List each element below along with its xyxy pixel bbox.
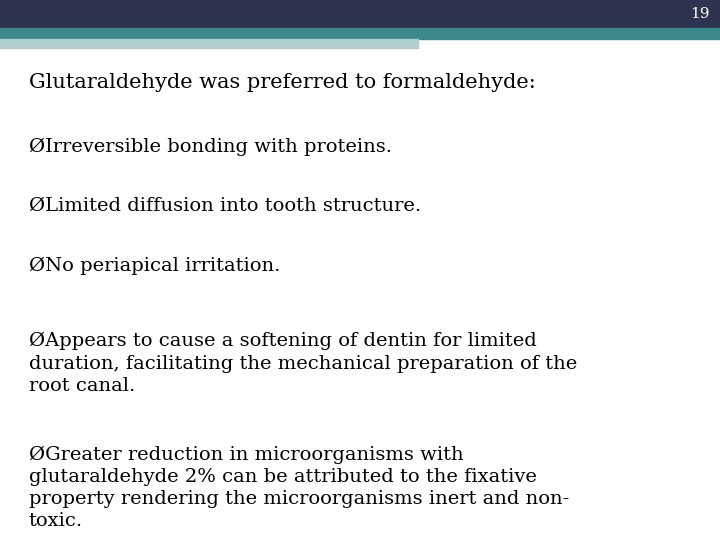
Text: ØNo periapical irritation.: ØNo periapical irritation.	[29, 256, 280, 275]
Text: ØIrreversible bonding with proteins.: ØIrreversible bonding with proteins.	[29, 138, 392, 156]
Text: ØGreater reduction in microorganisms with
glutaraldehyde 2% can be attributed to: ØGreater reduction in microorganisms wit…	[29, 446, 569, 530]
Text: 19: 19	[690, 7, 709, 21]
Text: ØLimited diffusion into tooth structure.: ØLimited diffusion into tooth structure.	[29, 197, 421, 215]
Text: Glutaraldehyde was preferred to formaldehyde:: Glutaraldehyde was preferred to formalde…	[29, 73, 536, 92]
Bar	[0, 28, 720, 39]
Bar	[0, 39, 418, 48]
Bar	[0, 0, 720, 28]
Text: ØAppears to cause a softening of dentin for limited
duration, facilitating the m: ØAppears to cause a softening of dentin …	[29, 332, 577, 395]
